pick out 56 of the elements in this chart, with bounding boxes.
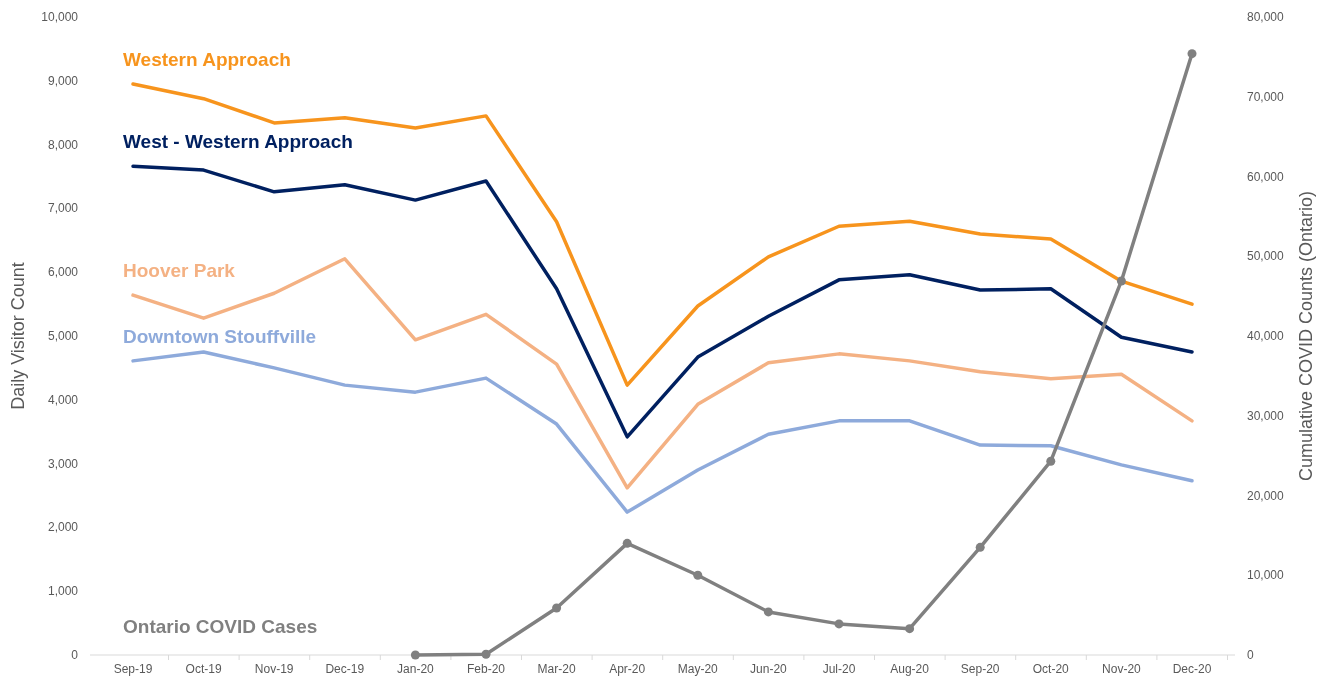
point — [1116, 276, 1126, 286]
y2-tick-label: 70,000 — [1247, 89, 1285, 104]
y2-tick-label: 80,000 — [1247, 10, 1285, 24]
y2-tick-label: 20,000 — [1247, 488, 1285, 503]
y-tick-label: 3,000 — [47, 456, 79, 471]
x-tick-label: Apr-20 — [609, 662, 646, 676]
point — [481, 649, 491, 659]
series-label: Western Approach — [123, 48, 291, 70]
y2-tick-label: 50,000 — [1247, 249, 1285, 264]
series-label: Downtown Stouffville — [123, 325, 317, 347]
y2-tick-label: 0 — [1247, 648, 1254, 662]
x-tick-label: Jan-20 — [397, 662, 435, 676]
y2-axis-title: Cumulative COVID Counts (Ontario) — [1296, 190, 1316, 482]
y-axis-title: Daily Visitor Count — [8, 262, 28, 410]
y2-tick-label: 10,000 — [1247, 568, 1285, 583]
line-series — [131, 350, 1194, 514]
x-tick-label: Sep-20 — [960, 662, 1000, 676]
point — [1187, 49, 1197, 59]
y-tick-label: 5,000 — [47, 329, 79, 343]
point — [410, 650, 420, 660]
y-tick-label: 4,000 — [47, 392, 79, 407]
point — [622, 538, 632, 548]
point — [552, 603, 562, 613]
x-tick-label: Aug-20 — [890, 662, 930, 676]
series-label: West - Western Approach — [123, 131, 353, 153]
x-tick-label: Dec-20 — [1172, 662, 1212, 676]
point — [693, 570, 703, 580]
y2-tick-label: 40,000 — [1247, 329, 1285, 343]
x-tick-label: May-20 — [677, 662, 719, 676]
x-tick-label: Feb-20 — [466, 662, 506, 676]
x-tick-label: Nov-19 — [254, 662, 294, 676]
y-tick-label: 7,000 — [47, 201, 79, 216]
series-label: Hoover Park — [123, 260, 236, 282]
y-tick-label: 2,000 — [47, 520, 79, 535]
y-tick-label: 6,000 — [47, 265, 79, 280]
point — [1046, 456, 1056, 466]
y-tick-label: 10,000 — [41, 10, 79, 24]
x-tick-label: Oct-19 — [185, 662, 222, 676]
point — [763, 607, 773, 617]
y2-tick-label: 60,000 — [1247, 169, 1285, 184]
text: Ontario COVID Cases — [123, 616, 318, 637]
x-tick-label: Nov-20 — [1102, 662, 1142, 676]
y2-tick-label: 30,000 — [1247, 408, 1285, 423]
point — [905, 624, 915, 634]
y-tick-label: 8,000 — [47, 137, 79, 152]
x-tick-label: Dec-19 — [325, 662, 365, 676]
y-tick-label: 9,000 — [47, 73, 79, 88]
y-tick-label: 1,000 — [47, 584, 79, 599]
point — [834, 619, 844, 629]
x-tick-label: Jun-20 — [750, 662, 788, 676]
x-tick-label: Sep-19 — [113, 662, 153, 676]
point — [975, 542, 985, 552]
x-tick-label: Jul-20 — [822, 662, 856, 676]
y-tick-label: 0 — [71, 648, 79, 662]
x-tick-label: Mar-20 — [537, 662, 576, 676]
x-tick-label: Oct-20 — [1032, 662, 1070, 676]
